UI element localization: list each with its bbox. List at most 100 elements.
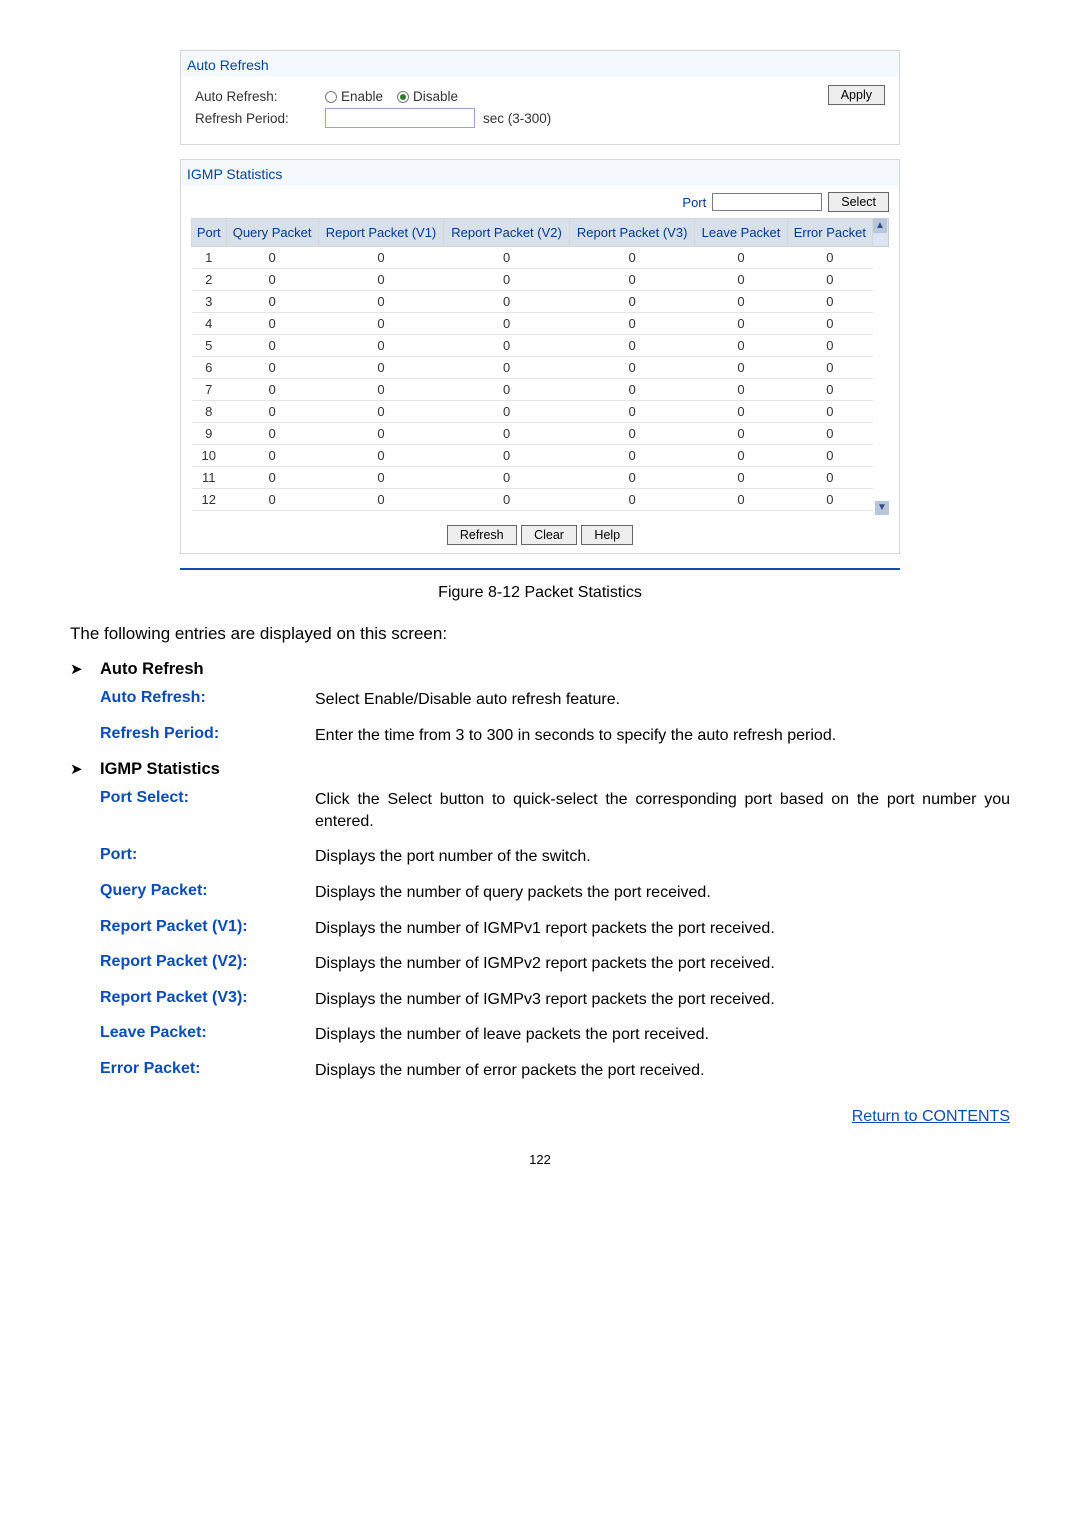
return-to-contents-link[interactable]: Return to CONTENTS xyxy=(852,1108,1010,1125)
table-cell: 0 xyxy=(226,335,318,357)
table-cell: 0 xyxy=(569,423,695,445)
table-cell: 0 xyxy=(318,357,444,379)
table-cell: 0 xyxy=(787,401,872,423)
table-cell: 0 xyxy=(695,401,787,423)
intro-text: The following entries are displayed on t… xyxy=(70,624,1010,644)
table-cell: 0 xyxy=(569,269,695,291)
description-row: Report Packet (V3):Displays the number o… xyxy=(100,989,1010,1011)
table-cell: 0 xyxy=(318,269,444,291)
stats-header-row: Port Query Packet Report Packet (V1) Rep… xyxy=(192,219,889,247)
table-row: 4000000 xyxy=(192,313,889,335)
table-cell: 0 xyxy=(787,423,872,445)
apply-button[interactable]: Apply xyxy=(828,85,885,105)
scroll-up-icon[interactable]: ▲ xyxy=(873,219,887,233)
description-label: Report Packet (V3): xyxy=(100,989,315,1011)
table-row: 1000000 xyxy=(192,247,889,269)
table-cell: 0 xyxy=(226,269,318,291)
section-header: ➤IGMP Statistics xyxy=(70,760,1010,779)
table-cell: 0 xyxy=(226,445,318,467)
table-row: 7000000 xyxy=(192,379,889,401)
description-label: Report Packet (V1): xyxy=(100,918,315,940)
table-cell: 0 xyxy=(318,313,444,335)
auto-refresh-label: Auto Refresh: xyxy=(195,89,325,104)
table-cell: 0 xyxy=(695,445,787,467)
table-cell: 0 xyxy=(787,379,872,401)
port-input[interactable] xyxy=(712,193,822,211)
description-text: Displays the number of query packets the… xyxy=(315,882,1010,904)
table-row: 6000000 xyxy=(192,357,889,379)
return-link-wrap: Return to CONTENTS xyxy=(70,1108,1010,1126)
port-label: Port xyxy=(682,195,706,210)
table-cell: 0 xyxy=(444,401,570,423)
table-cell: 8 xyxy=(192,401,227,423)
table-cell: 0 xyxy=(695,357,787,379)
auto-refresh-panel: Auto Refresh Auto Refresh: Enable Disabl… xyxy=(180,50,900,145)
figure-caption: Figure 8-12 Packet Statistics xyxy=(70,584,1010,602)
auto-refresh-title: Auto Refresh xyxy=(181,51,899,77)
table-row: 11000000 xyxy=(192,467,889,489)
table-cell: 0 xyxy=(569,467,695,489)
table-cell: 0 xyxy=(226,247,318,269)
table-cell: 7 xyxy=(192,379,227,401)
help-button[interactable]: Help xyxy=(581,525,633,545)
description-label: Query Packet: xyxy=(100,882,315,904)
table-cell: 0 xyxy=(695,423,787,445)
table-cell: 0 xyxy=(444,423,570,445)
select-button[interactable]: Select xyxy=(828,192,889,212)
table-cell: 0 xyxy=(444,269,570,291)
description-row: Refresh Period:Enter the time from 3 to … xyxy=(100,725,1010,747)
table-cell: 0 xyxy=(318,379,444,401)
table-cell: 0 xyxy=(569,379,695,401)
table-cell: 0 xyxy=(226,379,318,401)
section-header: ➤Auto Refresh xyxy=(70,660,1010,679)
table-cell: 6 xyxy=(192,357,227,379)
table-cell: 11 xyxy=(192,467,227,489)
table-cell: 0 xyxy=(318,423,444,445)
table-cell: 0 xyxy=(444,379,570,401)
description-row: Error Packet:Displays the number of erro… xyxy=(100,1060,1010,1082)
table-cell: 0 xyxy=(695,247,787,269)
table-cell: 2 xyxy=(192,269,227,291)
table-cell: 0 xyxy=(695,291,787,313)
description-row: Query Packet:Displays the number of quer… xyxy=(100,882,1010,904)
description-text: Displays the port number of the switch. xyxy=(315,846,1010,868)
table-row: 3000000 xyxy=(192,291,889,313)
col-error: Error Packet xyxy=(787,219,872,247)
table-cell: 0 xyxy=(569,291,695,313)
refresh-button[interactable]: Refresh xyxy=(447,525,517,545)
scrollbar[interactable]: ▲ xyxy=(873,219,889,247)
page-number: 122 xyxy=(70,1152,1010,1167)
table-cell: 0 xyxy=(226,467,318,489)
table-cell: 0 xyxy=(695,313,787,335)
description-text: Select Enable/Disable auto refresh featu… xyxy=(315,689,1010,711)
description-text: Click the Select button to quick-select … xyxy=(315,789,1010,832)
description-row: Report Packet (V2):Displays the number o… xyxy=(100,953,1010,975)
enable-text: Enable xyxy=(341,89,383,104)
description-label: Auto Refresh: xyxy=(100,689,315,711)
description-text: Displays the number of error packets the… xyxy=(315,1060,1010,1082)
igmp-statistics-panel: IGMP Statistics Port Select Port Query P… xyxy=(180,159,900,554)
table-cell: 0 xyxy=(318,335,444,357)
description-text: Displays the number of IGMPv1 report pac… xyxy=(315,918,1010,940)
description-text: Displays the number of IGMPv2 report pac… xyxy=(315,953,1010,975)
table-cell: 0 xyxy=(226,357,318,379)
col-rp-v3: Report Packet (V3) xyxy=(569,219,695,247)
table-cell: 0 xyxy=(569,357,695,379)
enable-radio[interactable] xyxy=(325,91,337,103)
table-cell: 0 xyxy=(787,313,872,335)
figure-screenshot: Auto Refresh Auto Refresh: Enable Disabl… xyxy=(180,50,900,570)
description-row: Port Select:Click the Select button to q… xyxy=(100,789,1010,832)
col-query: Query Packet xyxy=(226,219,318,247)
igmp-title: IGMP Statistics xyxy=(181,160,899,186)
description-label: Error Packet: xyxy=(100,1060,315,1082)
table-cell: 9 xyxy=(192,423,227,445)
description-label: Leave Packet: xyxy=(100,1024,315,1046)
table-cell: 0 xyxy=(787,467,872,489)
refresh-period-input[interactable] xyxy=(325,108,475,128)
scroll-down-icon[interactable]: ▼ xyxy=(875,501,889,515)
description-label: Refresh Period: xyxy=(100,725,315,747)
disable-radio[interactable] xyxy=(397,91,409,103)
clear-button[interactable]: Clear xyxy=(521,525,577,545)
table-cell: 4 xyxy=(192,313,227,335)
table-row: 10000000 xyxy=(192,445,889,467)
